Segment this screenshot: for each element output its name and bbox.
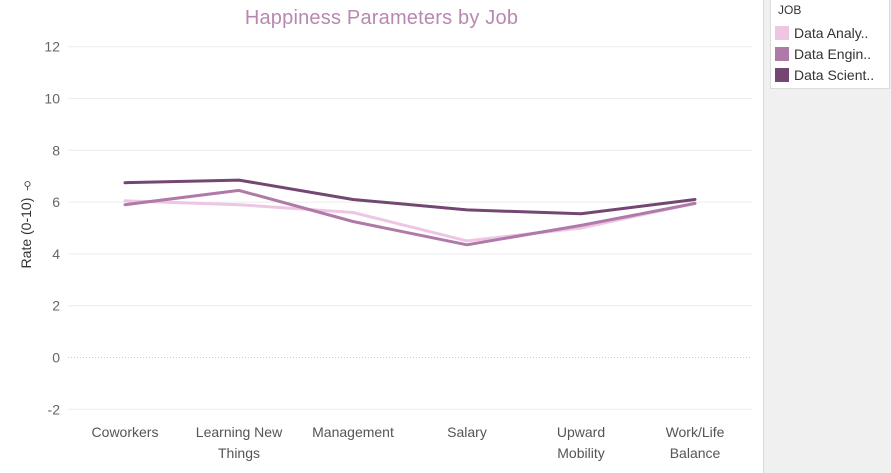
x-tick-label: Learning New bbox=[196, 424, 283, 440]
y-tick-label: 2 bbox=[52, 298, 60, 314]
y-tick-label: 6 bbox=[52, 194, 60, 210]
series-lines[interactable] bbox=[123, 178, 697, 247]
legend-swatch bbox=[775, 68, 789, 82]
series-line-2[interactable] bbox=[123, 178, 697, 216]
y-tick-label: -2 bbox=[48, 401, 61, 417]
series-line-1[interactable] bbox=[123, 188, 697, 247]
x-tick-label: Salary bbox=[447, 424, 487, 440]
x-tick-label: Management bbox=[312, 424, 394, 440]
line-chart: 12 10 8 6 4 2 0 -2 Coworkers Learning New Things M… bbox=[44, 39, 752, 461]
y-tick-label: 8 bbox=[52, 142, 60, 158]
y-tick-label: 12 bbox=[44, 39, 60, 55]
pin-icon[interactable]: ⚲ bbox=[23, 180, 32, 193]
x-tick-label: Mobility bbox=[557, 445, 604, 461]
y-axis-ticks: 12 10 8 6 4 2 0 -2 bbox=[44, 39, 60, 418]
legend-swatch bbox=[775, 26, 789, 40]
chart-area: Happiness Parameters by Job 12 10 8 6 4 2 0 -2 … bbox=[6, 7, 752, 461]
legend: JOB Data Analy.. Data Engin.. Data Scien… bbox=[770, 0, 890, 89]
y-axis-title: Rate (0-10) ⚲ bbox=[6, 150, 46, 300]
x-tick-label: Work/Life bbox=[666, 424, 725, 440]
y-axis-title-text: Rate (0-10) bbox=[18, 197, 34, 269]
side-panel: JOB Data Analy.. Data Engin.. Data Scien… bbox=[763, 0, 891, 473]
chart-title: Happiness Parameters by Job bbox=[244, 7, 519, 29]
y-tick-label: 0 bbox=[52, 349, 60, 365]
legend-item-data-scientist[interactable]: Data Scient.. bbox=[775, 65, 889, 85]
x-tick-label: Balance bbox=[670, 445, 721, 461]
legend-swatch bbox=[775, 47, 789, 61]
x-axis-ticks: Coworkers Learning New Things Management Sal… bbox=[92, 424, 725, 461]
series-line-0[interactable] bbox=[123, 199, 697, 243]
legend-label: Data Analy.. bbox=[794, 25, 869, 41]
x-tick-label: Coworkers bbox=[92, 424, 159, 440]
x-tick-label: Upward bbox=[557, 424, 605, 440]
y-tick-label: 10 bbox=[44, 91, 60, 107]
legend-title: JOB bbox=[778, 3, 802, 17]
legend-item-data-engineer[interactable]: Data Engin.. bbox=[775, 44, 889, 64]
legend-label: Data Scient.. bbox=[794, 67, 875, 83]
y-tick-label: 4 bbox=[52, 246, 60, 262]
legend-label: Data Engin.. bbox=[794, 46, 872, 62]
gridlines bbox=[68, 46, 752, 410]
legend-item-data-analyst[interactable]: Data Analy.. bbox=[775, 23, 889, 43]
x-tick-label: Things bbox=[218, 445, 260, 461]
